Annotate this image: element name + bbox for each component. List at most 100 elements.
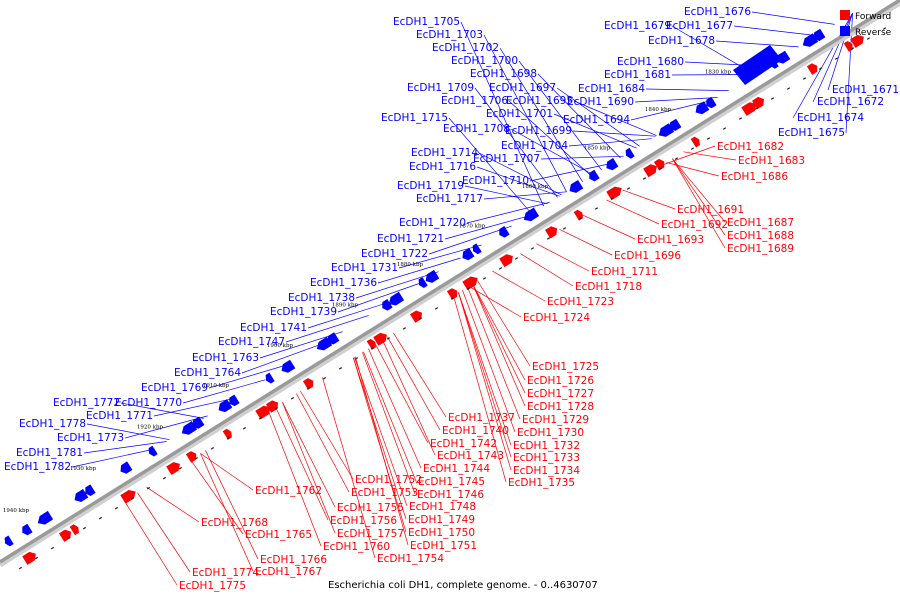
minor-tick [642,177,647,180]
label-leader [537,73,621,159]
minor-tick [658,167,663,170]
reverse-gene-label: EcDH1_1694 [563,114,630,126]
label-leader [200,453,254,491]
label-leader [582,214,636,240]
forward-gene-label: EcDH1_1762 [255,485,322,497]
kbp-tick-label: 1890 kbp [332,303,359,309]
forward-gene-label: EcDH1_1693 [637,234,704,246]
forward-gene-arrow [410,310,422,323]
label-leader [453,295,507,483]
forward-gene-arrow [850,34,864,48]
label-leader [478,152,562,196]
reverse-gene-arrow [327,332,340,345]
forward-gene-label: EcDH1_1774 [192,567,259,579]
reverse-gene-arrow [589,169,600,182]
reverse-gene-arrow [37,510,54,525]
minor-tick [818,67,823,70]
label-leader [375,344,429,444]
reverse-gene-label: EcDH1_1698 [470,68,537,80]
forward-gene-arrow [806,63,818,75]
forward-gene-label: EcDH1_1724 [523,312,590,324]
kbp-tick-label: 1880 kbp [397,262,424,268]
label-leader [200,453,254,572]
kbp-tick-label: 1930 kbp [70,466,97,472]
forward-gene-label: EcDH1_1740 [442,425,509,437]
reverse-gene-label: EcDH1_1781 [16,447,83,459]
label-leader [355,271,439,299]
minor-tick [178,466,183,470]
forward-gene-label: EcDH1_1742 [430,438,497,450]
label-leader [354,357,408,507]
reverse-gene-label: EcDH1_1675 [778,127,845,139]
minor-tick [34,556,39,560]
forward-gene-arrow [69,524,79,536]
forward-gene-label: EcDH1_1755 [337,502,404,514]
label-leader [387,336,441,431]
forward-gene-arrow [22,551,36,565]
label-leader [146,486,200,523]
minor-tick [738,117,743,120]
reverse-gene-label: EcDH1_1764 [174,367,241,379]
reverse-gene-label: EcDH1_1763 [192,352,259,364]
reverse-gene-label: EcDH1_1681 [604,69,671,81]
minor-tick [98,516,103,520]
label-leader [540,155,624,160]
forward-gene-label: EcDH1_1726 [527,375,594,387]
minor-tick [674,157,679,160]
axis-shadow [0,0,900,568]
forward-gene-arrow [59,529,71,542]
forward-gene-label: EcDH1_1752 [355,474,422,486]
label-leader [458,292,512,446]
label-leader [282,402,336,534]
forward-gene-label: EcDH1_1732 [513,440,580,452]
forward-gene-arrow [741,102,757,116]
label-leader [337,282,421,313]
minor-tick [322,377,327,380]
label-leader [275,406,329,521]
label-leader [124,500,178,586]
forward-gene-label: EcDH1_1754 [377,553,444,565]
forward-gene-label: EcDH1_1746 [417,489,484,501]
reverse-gene-label: EcDH1_1702 [432,42,499,54]
label-leader [355,356,409,546]
reverse-gene-label: EcDH1_1715 [381,112,448,124]
forward-gene-label: EcDH1_1733 [513,452,580,464]
reverse-gene-label: EcDH1_1697 [489,82,556,94]
reverse-gene-arrow [74,489,89,502]
forward-gene-label: EcDH1_1768 [201,517,268,529]
forward-gene-arrow [545,226,557,239]
label-leader [363,351,417,482]
reverse-gene-label: EcDH1_1678 [648,35,715,47]
label-leader [460,21,544,207]
reverse-gene-label: EcDH1_1717 [416,193,483,205]
label-leader [466,202,550,224]
label-leader [282,402,336,508]
kbp-tick-label: 1870 kbp [459,223,486,229]
forward-gene-arrow [120,490,136,504]
reverse-gene-arrow [85,484,96,496]
label-leader [71,448,155,468]
label-leader [300,390,354,480]
label-leader [368,348,422,469]
reverse-gene-label: EcDH1_1731 [331,262,398,274]
forward-gene-label: EcDH1_1682 [717,141,784,153]
reverse-gene-label: EcDH1_1672 [817,96,884,108]
legend-forward-label: Forward [855,12,891,22]
label-leader [468,285,522,318]
reverse-gene-label: EcDH1_1705 [393,16,460,28]
label-leader [553,113,637,149]
label-leader [120,402,204,419]
label-leader [483,34,567,192]
label-leader [662,145,716,166]
reverse-gene-arrow [192,416,205,429]
forward-gene-label: EcDH1_1767 [255,566,322,578]
forward-gene-arrow [573,209,583,221]
minor-tick [546,237,551,240]
label-leader [672,158,726,223]
forward-gene-label: EcDH1_1688 [727,230,794,242]
reverse-gene-label: EcDH1_1699 [505,125,572,137]
reverse-gene-label: EcDH1_1769 [141,382,208,394]
minor-tick [66,536,71,540]
